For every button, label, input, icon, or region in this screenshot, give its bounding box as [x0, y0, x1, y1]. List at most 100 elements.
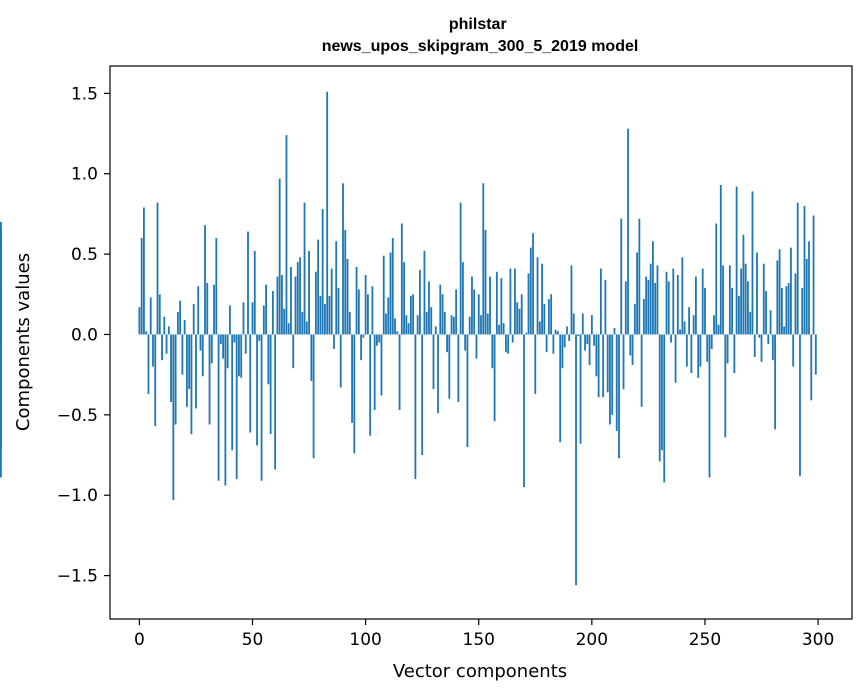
- bar: [290, 266, 292, 335]
- bar: [504, 334, 507, 353]
- bar: [181, 334, 184, 375]
- bar: [577, 334, 580, 337]
- bar: [452, 316, 455, 335]
- bar: [253, 250, 256, 335]
- bar: [421, 334, 424, 456]
- bar: [475, 334, 478, 359]
- bar: [292, 334, 295, 369]
- bar: [154, 334, 157, 427]
- bar: [627, 128, 629, 335]
- bar: [238, 334, 240, 377]
- bar: [242, 302, 245, 335]
- bar: [403, 262, 405, 335]
- bar: [633, 303, 636, 335]
- bar: [468, 316, 471, 335]
- bar: [719, 184, 722, 335]
- bar: [385, 313, 387, 335]
- bar: [0, 221, 2, 335]
- bar: [493, 334, 496, 422]
- bar: [699, 334, 702, 367]
- bar: [337, 287, 340, 335]
- bar: [728, 265, 731, 335]
- bar: [692, 315, 695, 335]
- bar: [498, 324, 500, 335]
- plot-frame: [109, 65, 853, 620]
- bar: [405, 315, 408, 335]
- bar: [708, 334, 711, 478]
- bar: [0, 334, 2, 478]
- bar: [321, 209, 324, 335]
- bar: [330, 268, 333, 335]
- bar: [210, 334, 213, 364]
- bar: [667, 281, 670, 335]
- bar: [570, 265, 573, 335]
- bar: [140, 238, 143, 335]
- bar: [726, 334, 729, 364]
- y-tick-label: 1.5: [71, 84, 98, 104]
- bar: [697, 334, 700, 378]
- bar: [423, 250, 426, 335]
- bar: [584, 334, 586, 351]
- bar: [631, 334, 634, 365]
- bar: [195, 334, 197, 409]
- bar: [240, 334, 243, 378]
- bar: [604, 279, 607, 335]
- bar: [287, 323, 290, 335]
- bar: [217, 334, 220, 481]
- bar: [482, 183, 485, 335]
- bar: [281, 274, 283, 335]
- bar: [256, 334, 258, 446]
- bar: [443, 311, 446, 335]
- bar: [167, 326, 170, 335]
- bar: [296, 262, 299, 335]
- bar: [771, 334, 774, 361]
- bar: [353, 334, 356, 454]
- bar: [624, 281, 627, 335]
- bar: [536, 257, 539, 335]
- bar: [416, 315, 419, 335]
- bar: [179, 300, 182, 335]
- bar: [769, 310, 772, 335]
- bar: [371, 286, 374, 335]
- bar: [170, 334, 172, 402]
- y-tick-label: −1.5: [57, 567, 98, 587]
- bar: [419, 270, 421, 335]
- bar: [527, 273, 530, 335]
- bar: [0, 299, 2, 335]
- bar: [645, 276, 648, 335]
- bar: [222, 334, 225, 359]
- bar: [742, 234, 745, 335]
- bar: [572, 313, 575, 335]
- chart-title-line-1: philstar: [449, 16, 507, 33]
- bar: [665, 271, 668, 335]
- bar: [333, 334, 335, 349]
- bar: [219, 334, 222, 345]
- bar: [303, 202, 306, 335]
- bar: [471, 276, 473, 335]
- bar: [305, 321, 308, 335]
- bar: [466, 334, 469, 447]
- bar: [251, 302, 254, 335]
- bar: [758, 334, 761, 338]
- bar: [346, 258, 349, 335]
- bar: [552, 334, 555, 354]
- bar: [602, 334, 605, 398]
- bar: [568, 334, 571, 341]
- bar: [695, 276, 697, 335]
- bar: [176, 311, 179, 335]
- bar: [737, 295, 740, 335]
- bar: [409, 295, 412, 335]
- bar: [713, 315, 715, 335]
- bar: [477, 294, 480, 335]
- bar: [615, 334, 618, 431]
- bar: [685, 334, 688, 367]
- bar: [199, 334, 202, 351]
- y-tick-label: 0.0: [71, 325, 98, 345]
- x-tick-label: 300: [802, 630, 834, 650]
- bar: [776, 260, 779, 335]
- bar: [262, 305, 265, 335]
- bar: [269, 334, 272, 435]
- bar: [810, 334, 813, 401]
- bar: [681, 257, 684, 335]
- bar: [647, 279, 650, 335]
